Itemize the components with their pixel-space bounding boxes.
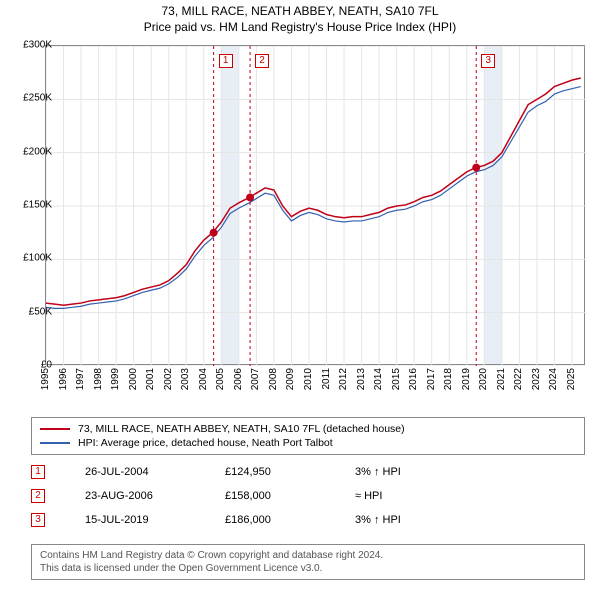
- x-axis-label: 2013: [356, 368, 367, 390]
- sale-date: 15-JUL-2019: [85, 514, 225, 526]
- x-axis-label: 2011: [321, 368, 332, 390]
- y-axis-label: £50K: [29, 306, 52, 317]
- x-axis-label: 2012: [338, 368, 349, 390]
- x-axis-label: 2017: [426, 368, 437, 390]
- x-axis-label: 1999: [110, 368, 121, 390]
- y-axis-label: £200K: [23, 146, 52, 157]
- sale-price: £158,000: [225, 490, 355, 502]
- footer-attribution: Contains HM Land Registry data © Crown c…: [31, 544, 585, 580]
- sale-price: £124,950: [225, 466, 355, 478]
- x-axis-label: 2002: [163, 368, 174, 390]
- x-axis-label: 1998: [93, 368, 104, 390]
- sales-row: 2 23-AUG-2006 £158,000 ≈ HPI: [31, 484, 475, 508]
- chart-marker-box: 2: [255, 54, 269, 68]
- chart-marker-box: 3: [481, 54, 495, 68]
- chart-subtitle: Price paid vs. HM Land Registry's House …: [0, 20, 600, 34]
- x-axis-label: 2000: [128, 368, 139, 390]
- x-axis-label: 2010: [303, 368, 314, 390]
- chart-plot-area: 1 2 3: [45, 45, 585, 365]
- x-axis-label: 2014: [373, 368, 384, 390]
- x-axis-label: 2015: [391, 368, 402, 390]
- footer-line: Contains HM Land Registry data © Crown c…: [40, 549, 576, 562]
- sales-row: 1 26-JUL-2004 £124,950 3% ↑ HPI: [31, 460, 475, 484]
- x-axis-label: 2022: [513, 368, 524, 390]
- sales-row: 3 15-JUL-2019 £186,000 3% ↑ HPI: [31, 508, 475, 532]
- footer-line: This data is licensed under the Open Gov…: [40, 562, 576, 575]
- x-axis-label: 1997: [75, 368, 86, 390]
- sale-hpi: ≈ HPI: [355, 490, 475, 502]
- x-axis-label: 2021: [496, 368, 507, 390]
- x-axis-label: 2008: [268, 368, 279, 390]
- x-axis-label: 2019: [461, 368, 472, 390]
- x-axis-label: 1995: [40, 368, 51, 390]
- chart-marker-box: 1: [219, 54, 233, 68]
- x-axis-label: 2004: [198, 368, 209, 390]
- sales-table: 1 26-JUL-2004 £124,950 3% ↑ HPI 2 23-AUG…: [31, 460, 475, 532]
- sale-hpi: 3% ↑ HPI: [355, 466, 475, 478]
- x-axis-label: 1996: [58, 368, 69, 390]
- y-axis-label: £150K: [23, 200, 52, 211]
- x-axis-label: 2006: [233, 368, 244, 390]
- legend-item-hpi: HPI: Average price, detached house, Neat…: [40, 436, 576, 450]
- y-axis-label: £100K: [23, 253, 52, 264]
- x-axis-label: 2005: [215, 368, 226, 390]
- x-axis-label: 2003: [180, 368, 191, 390]
- x-axis-label: 2024: [548, 368, 559, 390]
- sale-marker-box: 3: [31, 513, 45, 527]
- x-axis-label: 2009: [285, 368, 296, 390]
- x-axis-label: 2025: [566, 368, 577, 390]
- x-axis-label: 2018: [443, 368, 454, 390]
- legend-label: 73, MILL RACE, NEATH ABBEY, NEATH, SA10 …: [78, 423, 405, 435]
- x-axis-label: 2001: [145, 368, 156, 390]
- legend-label: HPI: Average price, detached house, Neat…: [78, 437, 333, 449]
- sale-date: 23-AUG-2006: [85, 490, 225, 502]
- x-axis-label: 2007: [250, 368, 261, 390]
- sale-date: 26-JUL-2004: [85, 466, 225, 478]
- chart-title: 73, MILL RACE, NEATH ABBEY, NEATH, SA10 …: [0, 4, 600, 18]
- x-axis-label: 2020: [478, 368, 489, 390]
- x-axis-label: 2016: [408, 368, 419, 390]
- sale-price: £186,000: [225, 514, 355, 526]
- legend-item-property: 73, MILL RACE, NEATH ABBEY, NEATH, SA10 …: [40, 422, 576, 436]
- x-axis-label: 2023: [531, 368, 542, 390]
- sale-marker-box: 2: [31, 489, 45, 503]
- sale-marker-box: 1: [31, 465, 45, 479]
- y-axis-label: £250K: [23, 93, 52, 104]
- legend: 73, MILL RACE, NEATH ABBEY, NEATH, SA10 …: [31, 417, 585, 455]
- sale-hpi: 3% ↑ HPI: [355, 514, 475, 526]
- y-axis-label: £300K: [23, 40, 52, 51]
